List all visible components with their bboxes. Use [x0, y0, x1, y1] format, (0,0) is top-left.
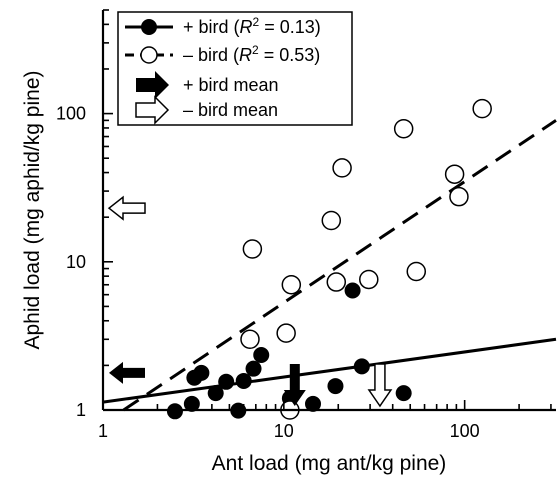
legend-label-prefix: – bird (	[183, 45, 239, 65]
plus-bird-mean-arrow-y	[109, 361, 145, 384]
minus-bird-point	[326, 272, 347, 292]
plus-bird-mean-arrow-x	[283, 364, 306, 406]
minus-bird-point	[449, 186, 469, 207]
legend-filled-arrow-icon	[136, 71, 169, 99]
minus-bird-point	[242, 239, 263, 259]
minus-bird-point	[240, 329, 260, 350]
legend-label-plus-bird-mean: + bird mean	[183, 75, 279, 95]
legend-label-prefix: + bird (	[183, 17, 240, 37]
legend-label-minus-bird: – bird (R2 = 0.53)	[183, 43, 320, 65]
minus-bird-point	[281, 275, 302, 295]
plus-bird-point	[218, 373, 235, 390]
plus-bird-point	[327, 378, 344, 395]
minus-bird-point	[359, 269, 379, 290]
legend-label-plus-bird: + bird (R2 = 0.13)	[183, 15, 321, 37]
plot-area	[102, 98, 557, 420]
r-squared-superscript: 2	[252, 43, 259, 57]
minus-bird-point	[276, 323, 296, 343]
minus-bird-mean-arrow-y	[107, 195, 146, 221]
x-axis-title: Ant load (mg ant/kg pine)	[212, 452, 447, 475]
plus-bird-point	[253, 347, 270, 364]
axis-ticks	[102, 9, 552, 411]
legend-label-suffix: = 0.53)	[259, 45, 321, 65]
minus-bird-point	[393, 119, 414, 139]
legend-open-arrow-icon	[135, 95, 170, 125]
x-tick-label: 1	[98, 421, 108, 441]
minus-bird-mean-arrow-x	[367, 363, 393, 408]
x-tick-label: 10	[274, 421, 294, 441]
minus-bird-point	[472, 98, 492, 119]
plus-bird-point	[183, 395, 200, 412]
minus-bird-point	[406, 261, 427, 282]
x-tick-label: 100	[450, 421, 480, 441]
plus-bird-point	[344, 282, 361, 299]
minus-trend-line	[122, 119, 557, 412]
r-squared-symbol: R	[240, 17, 253, 37]
minus-bird-point	[444, 164, 465, 184]
r-squared-symbol: R	[239, 45, 252, 65]
r-squared-superscript: 2	[253, 15, 260, 29]
plus-bird-point	[193, 364, 210, 381]
legend: + bird (R2 = 0.13) – bird (R2 = 0.53) + …	[117, 11, 353, 126]
plus-bird-point	[395, 385, 412, 402]
plus-trend-line	[102, 337, 557, 404]
plus-bird-point	[207, 385, 224, 402]
y-axis-title: Aphid load (mg aphid/kg pine)	[21, 70, 44, 349]
y-tick-label: 100	[56, 104, 86, 124]
legend-marker-filled-circle	[141, 19, 157, 35]
plus-bird-point	[235, 372, 252, 389]
legend-label-suffix: = 0.13)	[259, 17, 321, 37]
y-tick-label: 10	[66, 252, 86, 272]
minus-bird-point	[332, 158, 352, 178]
plus-bird-point	[353, 358, 370, 375]
y-tick-label: 1	[76, 400, 86, 420]
plus-bird-point	[245, 360, 262, 377]
plus-bird-point	[305, 395, 322, 412]
plus-bird-point	[166, 403, 183, 420]
legend-marker-open-circle	[140, 46, 158, 64]
minus-bird-point	[321, 210, 342, 231]
legend-label-minus-bird-mean: – bird mean	[183, 100, 278, 120]
